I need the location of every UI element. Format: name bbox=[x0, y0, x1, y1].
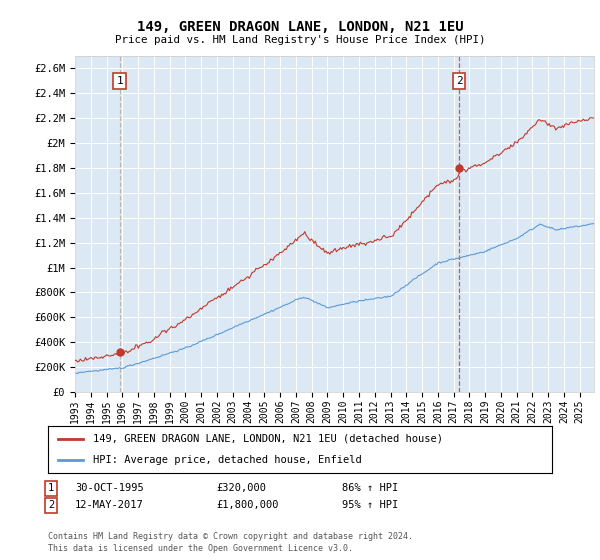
Text: £320,000: £320,000 bbox=[216, 483, 266, 493]
Text: 2: 2 bbox=[456, 76, 463, 86]
Text: HPI: Average price, detached house, Enfield: HPI: Average price, detached house, Enfi… bbox=[94, 455, 362, 465]
Text: 95% ↑ HPI: 95% ↑ HPI bbox=[342, 500, 398, 510]
Text: 30-OCT-1995: 30-OCT-1995 bbox=[75, 483, 144, 493]
Text: 86% ↑ HPI: 86% ↑ HPI bbox=[342, 483, 398, 493]
Text: 12-MAY-2017: 12-MAY-2017 bbox=[75, 500, 144, 510]
Text: £1,800,000: £1,800,000 bbox=[216, 500, 278, 510]
Text: Contains HM Land Registry data © Crown copyright and database right 2024.
This d: Contains HM Land Registry data © Crown c… bbox=[48, 533, 413, 553]
Text: 2: 2 bbox=[48, 500, 54, 510]
Text: 149, GREEN DRAGON LANE, LONDON, N21 1EU (detached house): 149, GREEN DRAGON LANE, LONDON, N21 1EU … bbox=[94, 434, 443, 444]
Text: Price paid vs. HM Land Registry's House Price Index (HPI): Price paid vs. HM Land Registry's House … bbox=[115, 35, 485, 45]
Text: 149, GREEN DRAGON LANE, LONDON, N21 1EU: 149, GREEN DRAGON LANE, LONDON, N21 1EU bbox=[137, 20, 463, 34]
Text: 1: 1 bbox=[48, 483, 54, 493]
Text: 1: 1 bbox=[116, 76, 123, 86]
